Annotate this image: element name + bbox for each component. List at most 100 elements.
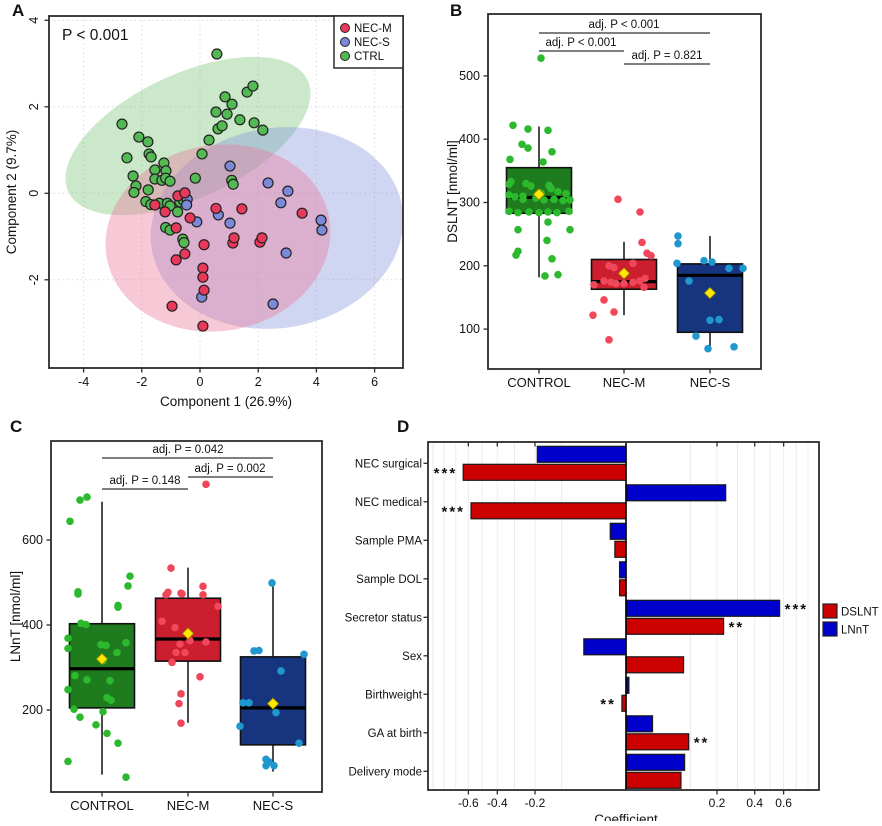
- data-dot: [122, 773, 130, 781]
- row-label: Sex: [402, 651, 422, 663]
- coef-bar-lnnt: [625, 484, 727, 502]
- scatter-point: [196, 148, 208, 160]
- significance-stars: ***: [434, 465, 458, 482]
- box-group-nec-m: [154, 480, 222, 727]
- panel-letter-b: B: [450, 1, 462, 20]
- data-dot: [202, 638, 210, 646]
- data-dot: [566, 225, 574, 234]
- row-label: Sample DOL: [356, 574, 422, 586]
- scatter-point: [282, 185, 294, 197]
- y-tick-label: 600: [22, 533, 43, 547]
- significance-label: adj. P = 0.002: [194, 463, 265, 475]
- data-dot: [505, 180, 513, 188]
- scatter-point: [248, 117, 260, 129]
- scatter-point: [234, 114, 246, 126]
- data-dot: [70, 705, 78, 713]
- data-dot: [540, 196, 548, 204]
- legend-dot-icon: [340, 51, 350, 61]
- scatter-point: [170, 222, 182, 234]
- data-dot: [641, 274, 649, 283]
- data-dot: [83, 493, 91, 501]
- category-label: NEC-S: [253, 798, 294, 813]
- y-tick-label: -2: [27, 274, 41, 285]
- data-dot: [181, 648, 189, 657]
- legend-dot-icon: [340, 37, 350, 47]
- y-tick-label: 4: [27, 17, 41, 24]
- data-dot: [76, 713, 84, 722]
- data-dot: [175, 699, 183, 708]
- data-dot: [114, 603, 122, 611]
- x-axis-label: Coefficient: [594, 812, 658, 821]
- scatter-point: [133, 131, 145, 143]
- data-dot: [505, 207, 513, 216]
- mean-diamond: [703, 286, 717, 300]
- scatter-point: [203, 134, 215, 146]
- data-dot: [268, 579, 276, 587]
- data-dot: [102, 641, 110, 650]
- data-dot: [277, 667, 285, 675]
- data-dot: [83, 676, 91, 684]
- legend-swatch-icon: [822, 603, 838, 619]
- box-group-nec-m: [589, 195, 658, 344]
- y-axis-label: Component 2 (9.7%): [4, 130, 19, 255]
- scatter-point: [275, 197, 287, 209]
- data-dot: [196, 673, 204, 681]
- data-dot: [124, 582, 132, 590]
- legend-label: CTRL: [354, 51, 385, 63]
- scatter-point: [296, 207, 308, 219]
- data-dot: [64, 685, 72, 694]
- data-dot: [262, 761, 270, 770]
- scatter-point: [189, 172, 201, 184]
- category-label: CONTROL: [507, 375, 571, 390]
- data-dot: [537, 54, 545, 62]
- data-dot: [554, 187, 562, 196]
- data-dot: [692, 332, 700, 340]
- category-label: NEC-S: [690, 375, 731, 390]
- scatter-point: [224, 160, 236, 172]
- data-dot: [158, 617, 166, 625]
- x-tick-label: 4: [313, 375, 320, 389]
- box-rect: [68, 622, 136, 709]
- panel-d-border: [427, 441, 820, 791]
- x-tick-label: -4: [78, 375, 89, 389]
- mean-diamond: [266, 697, 280, 710]
- data-dot: [739, 264, 747, 273]
- data-dot: [511, 193, 519, 201]
- panel-a-border: [48, 15, 404, 369]
- data-dot: [509, 121, 517, 130]
- data-dot: [620, 279, 628, 288]
- data-dot: [730, 343, 738, 351]
- data-dot: [177, 719, 185, 727]
- scatter-point: [179, 248, 191, 260]
- scatter-point: [315, 214, 327, 226]
- mean-diamond: [532, 188, 546, 201]
- panel-d-legend: DSLNT LNnT: [822, 603, 879, 637]
- data-dot: [600, 296, 608, 304]
- data-dot: [272, 708, 280, 717]
- data-dot: [103, 729, 111, 738]
- scatter-point: [210, 202, 222, 215]
- x-tick-label: 0.6: [775, 796, 792, 810]
- coef-bar-lnnt: [625, 599, 781, 617]
- significance-stars: ***: [785, 601, 809, 618]
- panel-c-box-plot: 600 400 200 CONTROL NEC-M NEC-S LNnT [nmol/ml]…: [8, 417, 323, 813]
- significance-stars: **: [694, 734, 710, 751]
- data-dot: [673, 259, 681, 268]
- data-dot: [590, 280, 598, 289]
- panel-d-bar-chart: ***************-0.6 -0.4 -0.2 0.2 0.4 0.6NEC …: [345, 417, 879, 826]
- data-dot: [82, 620, 90, 629]
- row-label: Sample PMA: [355, 535, 422, 547]
- data-dot: [539, 158, 547, 166]
- significance-label: adj. P < 0.001: [588, 19, 659, 31]
- data-dot: [638, 238, 646, 247]
- data-dot: [270, 761, 278, 770]
- coef-bar-dslnt: [462, 463, 627, 481]
- scatter-point: [178, 237, 190, 249]
- data-dot: [544, 218, 552, 226]
- data-dot: [548, 148, 556, 156]
- row-label: GA at birth: [368, 728, 422, 740]
- data-dot: [214, 602, 222, 611]
- data-dot: [514, 225, 522, 234]
- data-dot: [295, 739, 303, 747]
